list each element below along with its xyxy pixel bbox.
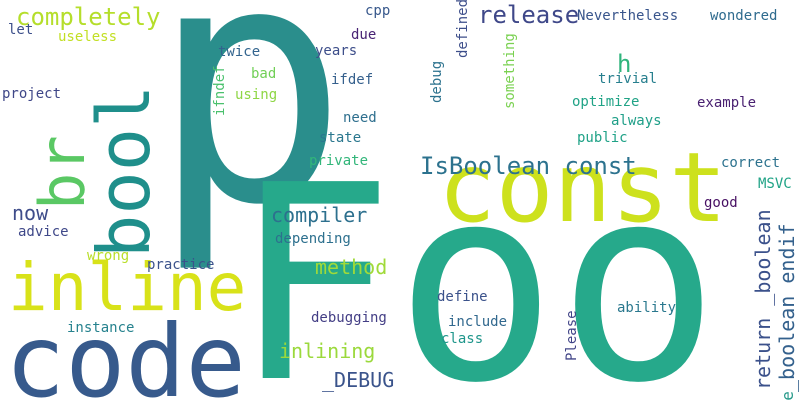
word-need: need: [343, 111, 377, 125]
word-optimize: optimize: [572, 95, 639, 109]
word-ifdef: ifdef: [331, 73, 373, 87]
word-isboolean-const: IsBoolean const: [420, 154, 637, 178]
word-nevertheless: Nevertheless: [577, 9, 678, 23]
word-msvc: MSVC: [758, 177, 792, 191]
word-bad: bad: [251, 67, 276, 81]
word-include: include: [448, 315, 507, 329]
word-compiler: compiler: [271, 205, 367, 225]
word-public: public: [577, 131, 628, 145]
word-always: always: [611, 114, 662, 128]
word-now: now: [12, 203, 48, 223]
word-useless: useless: [58, 30, 117, 44]
word-debug: debug: [430, 61, 444, 103]
word-private: private: [309, 154, 368, 168]
word-let: let: [8, 23, 33, 37]
word-completely: completely: [16, 5, 161, 29]
word-debug-macro: _DEBUG: [322, 370, 394, 390]
word-wrong: wrong: [87, 249, 129, 263]
word-method: method: [315, 257, 387, 277]
word-project: project: [2, 87, 61, 101]
word-pre: pre: [780, 391, 796, 400]
word-cpp: cpp: [365, 4, 390, 18]
word-advice: advice: [18, 225, 69, 239]
word-return-boolean: return _boolean: [753, 209, 773, 390]
word-ability: ability: [617, 301, 676, 315]
word-due: due: [351, 28, 376, 42]
word-class: class: [441, 332, 483, 346]
word-correct: correct: [721, 156, 780, 170]
word-define: define: [437, 290, 488, 304]
word-instance: instance: [67, 321, 134, 335]
word-practice: practice: [147, 258, 214, 272]
word-br: br: [32, 135, 94, 210]
word-please: Please: [565, 310, 579, 361]
word-twice: twice: [218, 45, 260, 59]
word-defined: defined: [456, 0, 470, 58]
word-inlining: inlining: [279, 341, 375, 361]
word-years: years: [315, 44, 357, 58]
word-example: example: [697, 96, 756, 110]
word-release: release: [478, 3, 579, 27]
word-boolean-endif: _boolean endif: [777, 223, 797, 392]
word-debugging: debugging: [311, 311, 387, 325]
word-something: something: [503, 33, 517, 109]
word-ifndef: ifndef: [213, 65, 227, 116]
word-state: state: [319, 131, 361, 145]
word-good: good: [704, 196, 738, 210]
word-depending: depending: [275, 232, 351, 246]
word-using: using: [235, 88, 277, 102]
word-wondered: wondered: [710, 9, 777, 23]
word-trivial: trivial: [598, 72, 657, 86]
